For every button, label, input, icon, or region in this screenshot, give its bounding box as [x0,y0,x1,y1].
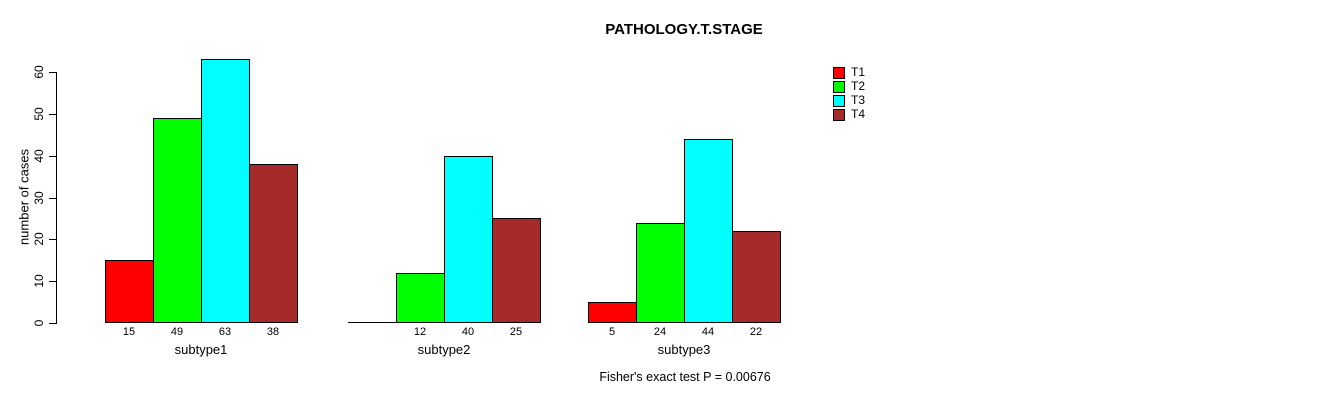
legend-item-t3: T3 [833,94,865,107]
bar-value-label: 15 [122,326,136,338]
bar-value-label: 38 [266,326,280,338]
legend-swatch-t4 [833,108,845,121]
y-tick-label: 50 [32,107,46,121]
legend-swatch-t2 [833,80,845,93]
y-tick [49,239,56,240]
bar-t4-subtype1 [249,164,298,323]
legend-label: T4 [851,107,866,121]
legend-label: T3 [851,93,866,107]
bar-value-label: 49 [170,326,184,338]
y-tick [49,72,56,73]
category-label-subtype2: subtype2 [417,342,471,357]
y-tick-label: 40 [32,149,46,163]
y-axis-line [56,72,57,324]
legend-swatch-t1 [833,66,845,79]
legend-item-t2: T2 [833,80,865,93]
bar-t1-subtype1 [105,260,154,323]
bar-value-label: 25 [509,326,523,338]
y-tick-label: 60 [32,65,46,79]
bar-value-label: 5 [608,326,616,338]
legend-item-t1: T1 [833,66,865,79]
y-tick [49,281,56,282]
bar-value-label: 40 [461,326,475,338]
bar-t2-subtype2 [396,273,445,323]
bar-t3-subtype3 [684,139,733,323]
bar-t3-subtype1 [201,59,250,323]
y-tick [49,323,56,324]
y-tick-label: 20 [32,232,46,246]
bar-t4-subtype3 [732,231,781,323]
legend-label: T1 [851,65,866,79]
bar-value-label: 44 [701,326,715,338]
bar-value-label: 24 [653,326,667,338]
bar-value-label: 12 [413,326,427,338]
legend-item-t4: T4 [833,108,865,121]
chart-title: PATHOLOGY.T.STAGE [605,21,763,38]
bar-t4-subtype2 [492,218,541,323]
legend-label: T2 [851,79,866,93]
footnote: Fisher's exact test P = 0.00676 [599,370,771,384]
bar-t1-subtype3 [588,302,637,323]
bar-t2-subtype3 [636,223,685,323]
y-axis-title: number of cases [16,148,32,246]
bar-t3-subtype2 [444,156,493,323]
bar-value-label: 63 [218,326,232,338]
y-tick-label: 10 [32,274,46,288]
y-tick-label: 30 [32,191,46,205]
y-tick [49,114,56,115]
bar-value-label: 22 [749,326,763,338]
legend-swatch-t3 [833,94,845,107]
y-tick [49,198,56,199]
category-label-subtype3: subtype3 [657,342,711,357]
y-tick-label: 0 [32,319,46,327]
legend: T1 T2 T3 T4 [833,66,865,122]
bar-t2-subtype1 [153,118,202,323]
y-tick [49,156,56,157]
zero-bar-t1-subtype2 [348,322,397,323]
category-label-subtype1: subtype1 [174,342,228,357]
